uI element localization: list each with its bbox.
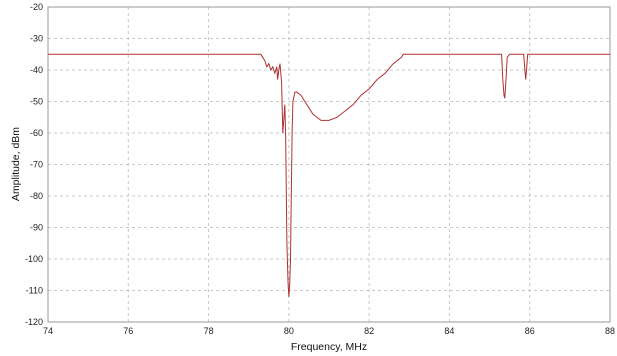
x-tick-label: 74 bbox=[43, 326, 53, 336]
y-tick-label: -50 bbox=[30, 97, 43, 107]
x-tick-label: 82 bbox=[364, 326, 374, 336]
y-tick-labels: -20 -30 -40 -50 -60 -70 -80 -90 -100 -110 -120 bbox=[25, 2, 43, 327]
x-tick-label: 76 bbox=[123, 326, 133, 336]
x-tick-label: 86 bbox=[525, 326, 535, 336]
x-tick-label: 84 bbox=[444, 326, 454, 336]
series-line bbox=[48, 53, 610, 297]
grid bbox=[48, 7, 610, 322]
plot-frame bbox=[47, 6, 611, 323]
y-tick-label: -100 bbox=[25, 254, 43, 264]
y-tick-label: -60 bbox=[30, 128, 43, 138]
y-tick-label: -40 bbox=[30, 65, 43, 75]
y-tick-label: -120 bbox=[25, 317, 43, 327]
x-tick-labels: 74 76 78 80 82 84 86 88 bbox=[43, 326, 615, 336]
x-tick-label: 88 bbox=[605, 326, 615, 336]
x-axis-label: Frequency, MHz bbox=[291, 341, 367, 353]
y-tick-label: -30 bbox=[30, 34, 43, 44]
y-tick-label: -70 bbox=[30, 160, 43, 170]
y-tick-label: -80 bbox=[30, 191, 43, 201]
y-axis-label: Amplitude, dBm bbox=[10, 127, 22, 201]
y-tick-label: -90 bbox=[30, 223, 43, 233]
x-tick-label: 78 bbox=[204, 326, 214, 336]
y-tick-label: -110 bbox=[26, 286, 43, 296]
x-tick-label: 80 bbox=[284, 326, 294, 336]
y-tick-label: -20 bbox=[30, 2, 43, 12]
